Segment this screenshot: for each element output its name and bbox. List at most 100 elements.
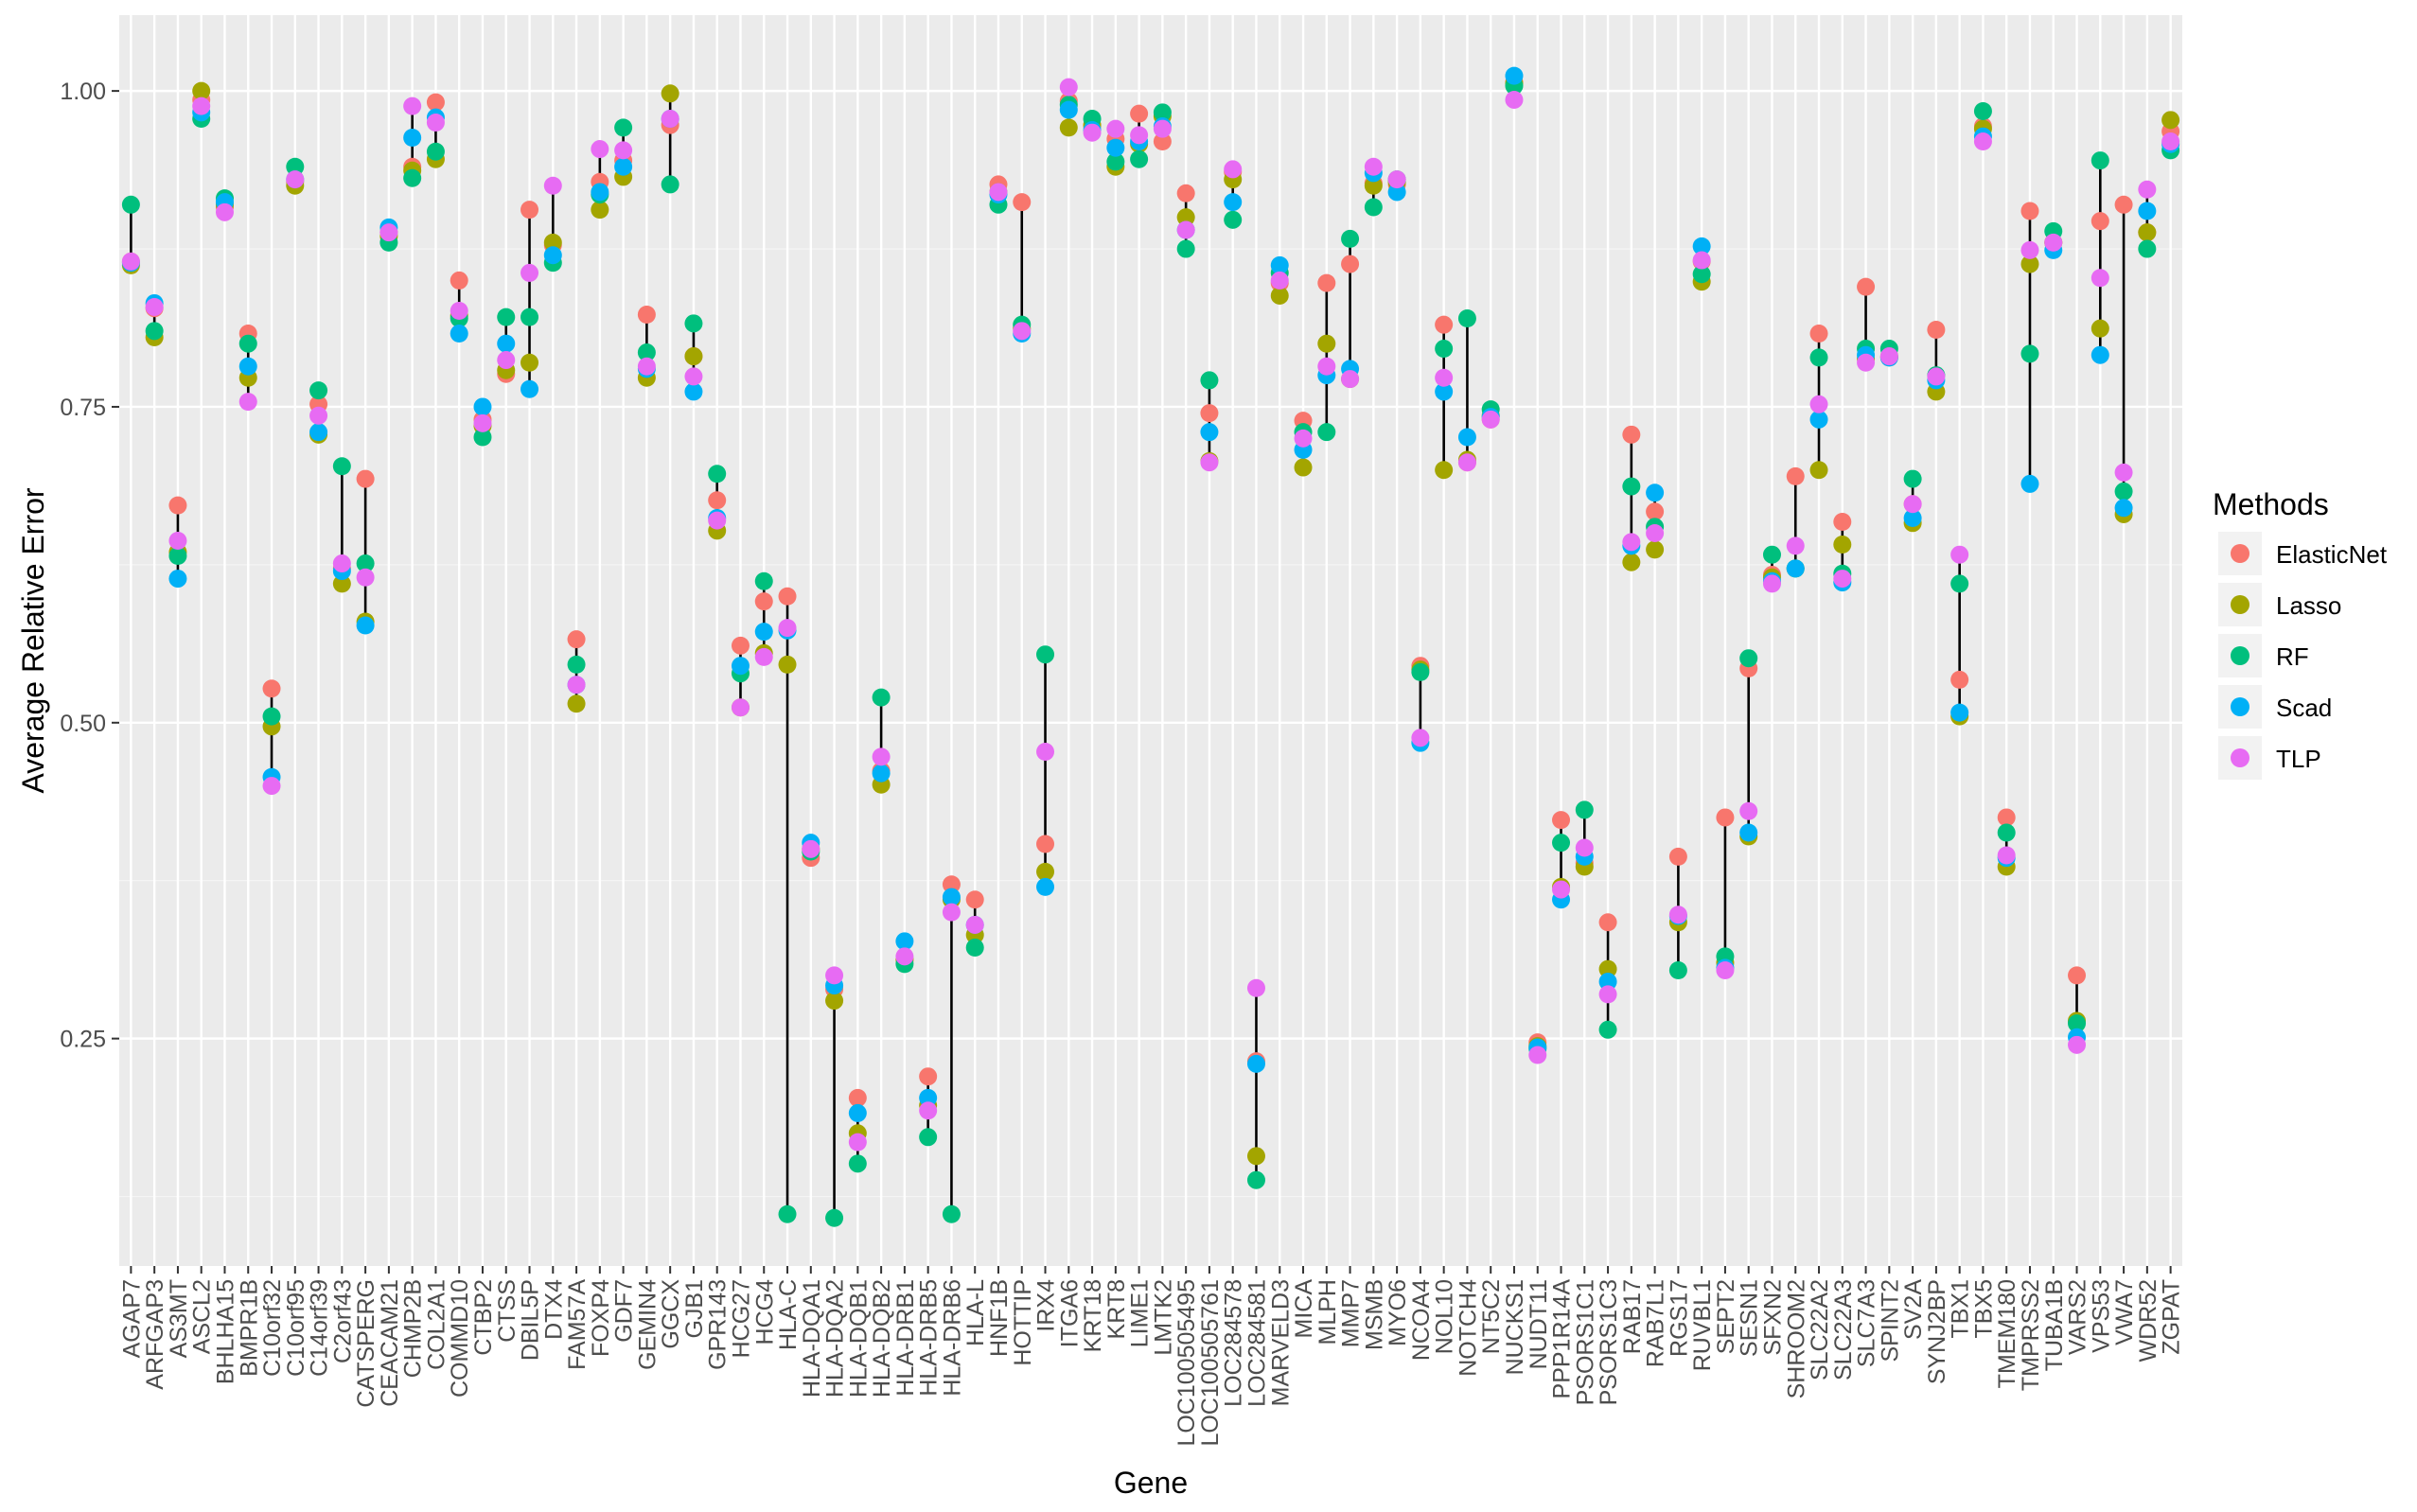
point-RF-NCOA4 [1411, 662, 1430, 681]
x-tick-label: C10orf32 [259, 1279, 286, 1377]
point-Scad-HLA-DQB2 [872, 764, 891, 782]
x-tick-label: C14orf39 [307, 1279, 333, 1377]
x-tick-label: SFXN2 [1759, 1279, 1786, 1356]
point-Scad-SESN1 [1739, 823, 1758, 842]
point-TLP-HLA-DQB2 [872, 747, 891, 766]
x-tick-label: LOC100505761 [1197, 1279, 1224, 1447]
point-Scad-HLA-DRB5 [919, 1088, 938, 1107]
x-tick-label: RUVBL1 [1689, 1279, 1716, 1371]
point-Lasso-HLA-C [778, 655, 797, 674]
point-Scad-NUCKS1 [1505, 66, 1524, 85]
point-Lasso-IRX4 [1036, 862, 1055, 881]
point-Scad-RAB7L1 [1646, 483, 1665, 502]
point-RF-GGCX [661, 175, 679, 194]
y-axis-title: Average Relative Error [16, 487, 50, 793]
point-Scad-MYO6 [1387, 183, 1406, 202]
x-tick-label: HLA-DQA2 [822, 1279, 849, 1398]
point-TLP-SLC7A3 [1857, 353, 1876, 372]
x-tick-label: HLA-DRB1 [892, 1279, 919, 1397]
x-tick-label: DTX4 [540, 1279, 567, 1340]
point-Scad-HCG27 [731, 657, 750, 676]
point-ElasticNet-HLA-DRB6 [942, 875, 961, 894]
point-Scad-COMMD10 [450, 325, 468, 343]
point-TLP-FOXP4 [591, 140, 609, 159]
x-tick-label: HOTTIP [1010, 1279, 1036, 1366]
point-TLP-C10orf95 [286, 170, 305, 189]
point-Scad-FOXP4 [591, 183, 609, 202]
x-tick-label: SEPT2 [1713, 1279, 1739, 1354]
point-TLP-DTX4 [543, 176, 562, 195]
point-RF-CATSPERG [356, 554, 375, 573]
y-tick-label: 0.25 [60, 1027, 106, 1053]
point-RF-CTSS [497, 308, 516, 326]
x-tick-label: TMEM180 [1994, 1279, 2020, 1388]
x-tick-label: GDF7 [611, 1279, 638, 1343]
point-RF-CHMP2B [403, 168, 422, 187]
point-RF-AS3MT [168, 547, 187, 566]
x-tick-label: HCG27 [728, 1279, 754, 1358]
point-Scad-GJB1 [684, 382, 703, 401]
point-RF-SV2A [1903, 469, 1922, 488]
point-Lasso-DTX4 [543, 233, 562, 252]
point-RF-GDF7 [614, 118, 633, 137]
x-axis-title: Gene [1114, 1466, 1188, 1500]
x-tick-label: TUBA1B [2041, 1279, 2068, 1371]
point-ElasticNet-CATSPERG [356, 469, 375, 488]
point-RF-C10orf95 [286, 157, 305, 176]
legend-label-TLP: TLP [2276, 745, 2321, 773]
x-tick-label: MYO6 [1385, 1279, 1411, 1346]
point-RF-HLA-DQB1 [848, 1154, 867, 1173]
x-axis: AGAP7ARFGAP3AS3MTASCL2BHLHA15BMPR1BC10or… [118, 1266, 2185, 1447]
point-RF-DBIL5P [520, 308, 539, 326]
point-ElasticNet-FAM57A [567, 630, 586, 649]
x-tick-label: PSORS1C3 [1596, 1279, 1622, 1405]
x-tick-label: MLPH [1314, 1279, 1341, 1345]
x-tick-label: RAB7L1 [1643, 1279, 1669, 1367]
x-tick-label: NUCKS1 [1502, 1279, 1528, 1375]
point-TLP-LOC284578 [1224, 160, 1243, 179]
point-TLP-ITGA6 [1059, 78, 1078, 97]
point-TLP-LOC100505761 [1200, 453, 1219, 472]
x-tick-label: HLA-DQB1 [845, 1279, 872, 1398]
point-TLP-GGCX [661, 109, 679, 128]
point-TLP-COMMD10 [450, 301, 468, 320]
point-ElasticNet-AS3MT [168, 496, 187, 515]
x-tick-label: C2orf43 [329, 1279, 356, 1363]
point-TLP-SHROOM2 [1786, 536, 1805, 555]
point-RF-LOC284578 [1224, 210, 1243, 229]
x-tick-label: PSORS1C1 [1572, 1279, 1598, 1405]
point-TLP-HNF1B [989, 183, 1008, 202]
point-Scad-NOL10 [1435, 382, 1454, 401]
point-TLP-MMP7 [1341, 370, 1360, 389]
point-TLP-TBX1 [1950, 545, 1969, 564]
point-Scad-CTBP2 [473, 397, 492, 416]
point-RF-VPS53 [2091, 151, 2109, 170]
legend-label-Scad: Scad [2276, 694, 2332, 722]
point-ElasticNet-GEMIN4 [637, 305, 656, 324]
point-ElasticNet-RAB17 [1622, 425, 1641, 444]
point-RF-VWA7 [2114, 482, 2133, 501]
x-tick-label: HCG4 [751, 1279, 778, 1345]
point-TLP-RAB7L1 [1646, 523, 1665, 542]
point-Scad-HLA-DQB1 [848, 1103, 867, 1122]
point-ElasticNet-VWA7 [2114, 195, 2133, 214]
x-tick-label: ZGPAT [2159, 1279, 2185, 1355]
point-TLP-FAM57A [567, 676, 586, 694]
x-tick-label: COL2A1 [423, 1279, 450, 1370]
point-TLP-C10orf32 [262, 777, 281, 796]
x-tick-label: MARVELD3 [1267, 1279, 1294, 1406]
point-Scad-SV2A [1903, 508, 1922, 527]
x-tick-label: RAB17 [1619, 1279, 1646, 1354]
point-ElasticNet-GPR143 [708, 491, 727, 510]
point-RF-ARFGAP3 [145, 322, 164, 341]
x-tick-label: HLA-C [775, 1279, 802, 1350]
x-tick-label: RGS17 [1666, 1279, 1692, 1357]
point-TLP-VWA7 [2114, 463, 2133, 482]
point-RF-KRT8 [1106, 152, 1125, 171]
point-Scad-ITGA6 [1059, 100, 1078, 119]
legend-key-Scad [2231, 697, 2249, 716]
point-Lasso-MSMB [1364, 176, 1383, 195]
point-Lasso-GJB1 [684, 347, 703, 366]
x-tick-label: SLC7A3 [1854, 1279, 1880, 1367]
point-Scad-RUVBL1 [1692, 237, 1711, 255]
